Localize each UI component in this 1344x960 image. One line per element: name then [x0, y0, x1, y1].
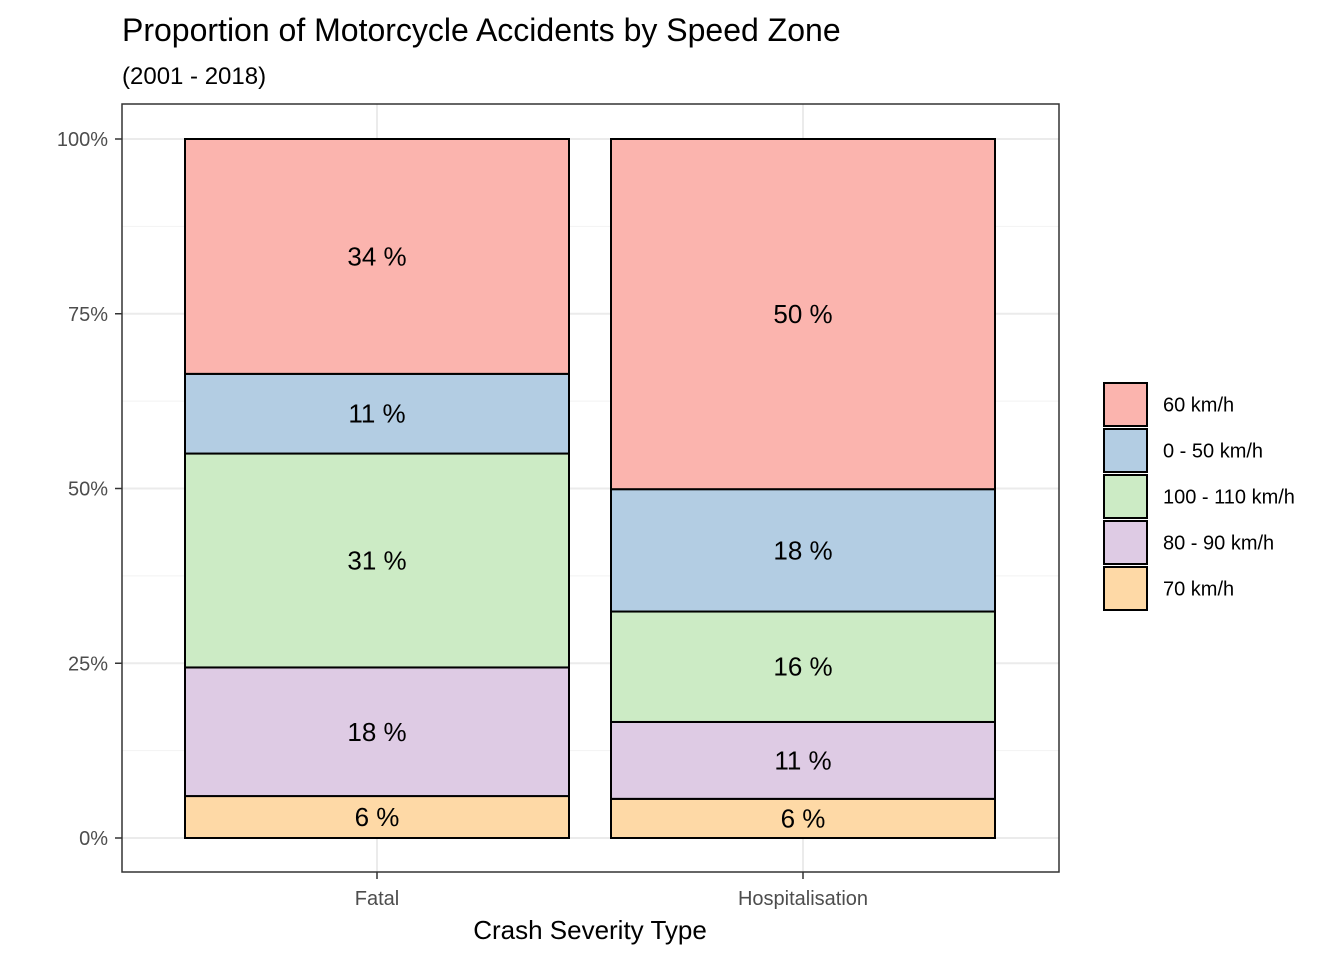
bar-value-label: 31 % [347, 545, 406, 575]
bar-segment [184, 795, 570, 839]
bar-value-label: 6 % [781, 803, 826, 833]
bars [184, 138, 996, 840]
legend-swatch [1103, 474, 1148, 519]
legend-label: 60 km/h [1163, 395, 1234, 417]
bar-segment [184, 138, 570, 375]
y-tick-label: 100% [57, 129, 108, 151]
legend-label: 0 - 50 km/h [1163, 441, 1263, 463]
legend-swatch [1103, 428, 1148, 473]
chart-subtitle: (2001 - 2018) [122, 63, 266, 90]
bar-value-label: 11 % [348, 399, 405, 429]
bar-segment [184, 666, 570, 798]
y-tick-label: 25% [68, 653, 108, 675]
x-tick-label: Fatal [355, 888, 399, 910]
bar-segment [184, 372, 570, 455]
bar-segment [610, 138, 996, 491]
y-axis: 0% 25% 50% 75% 100% [57, 129, 122, 850]
bar-value-label: 6 % [355, 802, 400, 832]
y-tick-label: 0% [79, 828, 108, 850]
bar-segment [610, 488, 996, 613]
legend-swatch [1103, 382, 1148, 427]
bar-segment [610, 610, 996, 723]
legend-swatch [1103, 566, 1148, 611]
legend: 60 km/h 0 - 50 km/h 100 - 110 km/h 80 - 90 … [1103, 382, 1295, 611]
bar-value-label: 50 % [773, 299, 832, 329]
x-tick-label: Hospitalisation [738, 888, 868, 910]
y-tick-label: 50% [68, 479, 108, 501]
bar-value-label: 34 % [347, 241, 406, 271]
legend-label: 70 km/h [1163, 579, 1234, 601]
y-tick-label: 75% [68, 304, 108, 326]
bar-value-label: 18 % [773, 535, 832, 565]
legend-label: 100 - 110 km/h [1163, 487, 1295, 509]
legend-swatch [1103, 520, 1148, 565]
bar-value-label: 16 % [773, 652, 832, 682]
bar-value-label: 11 % [774, 745, 831, 775]
bar-segment [184, 452, 570, 669]
x-axis-title: Crash Severity Type [473, 915, 707, 945]
chart-title: Proportion of Motorcycle Accidents by Sp… [122, 12, 841, 48]
legend-label: 80 - 90 km/h [1163, 533, 1274, 555]
bar-value-label: 18 % [347, 717, 406, 747]
x-axis: Fatal Hospitalisation [355, 872, 868, 910]
bar-labels: 6 % 18 % 31 % 11 % 34 % 6 % 11 % 16 % 18 % 50 % [347, 241, 832, 833]
